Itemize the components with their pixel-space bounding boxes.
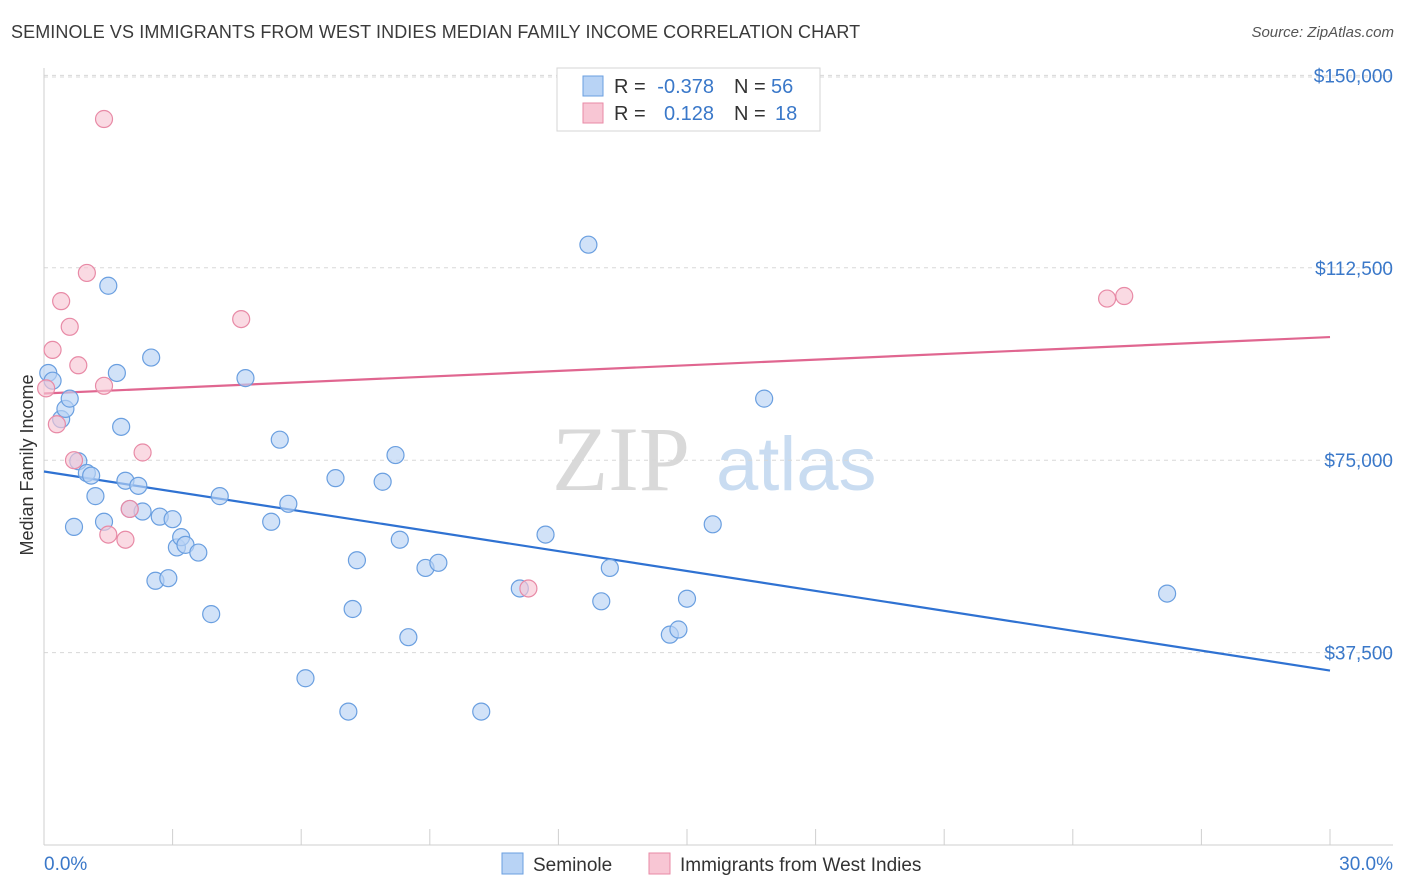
bottom-legend: Seminole Immigrants from West Indies — [501, 852, 921, 876]
point-west-indies-15 — [519, 579, 538, 598]
point-seminole-43 — [429, 553, 448, 572]
legend-r-value-1: -0.378 — [657, 76, 714, 98]
legend-r-label-1: R = — [614, 76, 646, 98]
point-seminole-34 — [326, 469, 345, 488]
point-west-indies-4 — [60, 317, 79, 336]
point-west-indies-1 — [43, 340, 62, 359]
point-seminole-12 — [107, 363, 126, 383]
watermark-atlas-text: atlas — [716, 422, 877, 507]
point-seminole-54 — [755, 389, 774, 408]
point-west-indies-2 — [47, 415, 66, 434]
point-west-indies-8 — [94, 376, 114, 395]
point-seminole-16 — [129, 476, 148, 495]
point-west-indies-10 — [99, 525, 118, 544]
point-seminole-28 — [210, 487, 229, 506]
data-points — [37, 109, 1177, 721]
point-seminole-8 — [82, 466, 101, 485]
point-seminole-36 — [343, 599, 362, 619]
point-seminole-4 — [60, 389, 79, 408]
legend-n-label-2: N = — [734, 103, 766, 125]
legend-box: R = -0.378 N = 56 R = 0.128 N = 18 — [556, 67, 821, 132]
point-seminole-51 — [669, 620, 688, 639]
point-west-indies-17 — [1115, 286, 1134, 306]
point-seminole-9 — [86, 487, 105, 506]
bottom-legend-label-seminole: Seminole — [533, 855, 612, 876]
point-seminole-41 — [399, 628, 418, 647]
y-tick-label-1: $75,000 — [1324, 451, 1393, 472]
point-west-indies-5 — [64, 451, 84, 470]
point-west-indies-6 — [69, 356, 88, 375]
legend-n-label-1: N = — [734, 76, 766, 98]
point-west-indies-13 — [133, 443, 152, 462]
point-west-indies-9 — [94, 109, 114, 129]
y-tick-label-3: $150,000 — [1314, 66, 1393, 87]
point-seminole-53 — [703, 515, 722, 534]
point-seminole-32 — [279, 494, 298, 513]
point-seminole-40 — [390, 530, 409, 549]
point-seminole-21 — [159, 569, 178, 588]
y-tick-label-2: $112,500 — [1315, 259, 1393, 280]
bottom-legend-swatch-west-indies — [648, 852, 671, 875]
point-west-indies-7 — [77, 263, 96, 283]
point-seminole-22 — [163, 510, 182, 529]
point-seminole-35 — [339, 702, 358, 721]
point-seminole-30 — [262, 512, 281, 531]
point-seminole-29 — [236, 369, 255, 388]
point-seminole-11 — [99, 276, 118, 295]
point-seminole-26 — [189, 543, 208, 562]
x-tick-label-max: 30.0% — [1339, 854, 1393, 875]
point-west-indies-14 — [232, 310, 251, 329]
chart-title: SEMINOLE VS IMMIGRANTS FROM WEST INDIES … — [11, 22, 861, 42]
trend-line-west-indies — [43, 335, 1331, 395]
point-west-indies-12 — [120, 499, 139, 519]
legend-swatch-west-indies — [582, 102, 604, 124]
point-seminole-49 — [600, 558, 619, 578]
watermark-zip-text: ZIP — [552, 408, 690, 510]
zipatlas-watermark: ZIP atlas — [552, 408, 877, 510]
legend-n-value-2: 18 — [775, 103, 797, 125]
point-seminole-5 — [64, 517, 84, 536]
point-west-indies-0 — [37, 379, 56, 398]
point-seminole-18 — [142, 348, 161, 367]
y-tick-labels: $37,500 $75,000 $112,500 $150,000 — [1314, 66, 1393, 664]
point-west-indies-11 — [116, 530, 135, 549]
x-tick-label-min: 0.0% — [44, 854, 87, 875]
point-seminole-37 — [347, 551, 367, 570]
legend-swatch-seminole — [582, 75, 604, 97]
trend-line-seminole — [43, 470, 1331, 672]
source-credit: Source: ZipAtlas.com — [1251, 24, 1394, 41]
legend-r-value-2: 0.128 — [664, 103, 714, 125]
legend-n-value-1: 56 — [771, 76, 793, 98]
point-seminole-38 — [373, 472, 392, 491]
point-seminole-13 — [112, 417, 131, 436]
point-seminole-39 — [386, 445, 405, 465]
point-seminole-44 — [472, 702, 491, 721]
bottom-legend-label-west-indies: Immigrants from West Indies — [680, 855, 921, 876]
point-seminole-33 — [296, 669, 315, 688]
point-seminole-31 — [270, 430, 289, 449]
point-west-indies-16 — [1097, 289, 1117, 308]
point-seminole-46 — [536, 525, 555, 544]
bottom-legend-swatch-seminole — [501, 852, 524, 875]
point-seminole-27 — [202, 605, 221, 624]
point-seminole-52 — [677, 589, 697, 608]
trend-lines — [43, 335, 1331, 672]
legend-r-label-2: R = — [614, 103, 646, 125]
point-seminole-48 — [592, 592, 611, 611]
y-axis-title: Median Family Income — [17, 374, 37, 555]
point-seminole-47 — [579, 235, 598, 254]
point-west-indies-3 — [52, 292, 71, 311]
point-seminole-55 — [1158, 584, 1177, 603]
y-tick-label-0: $37,500 — [1324, 644, 1393, 665]
axes — [43, 68, 1393, 846]
